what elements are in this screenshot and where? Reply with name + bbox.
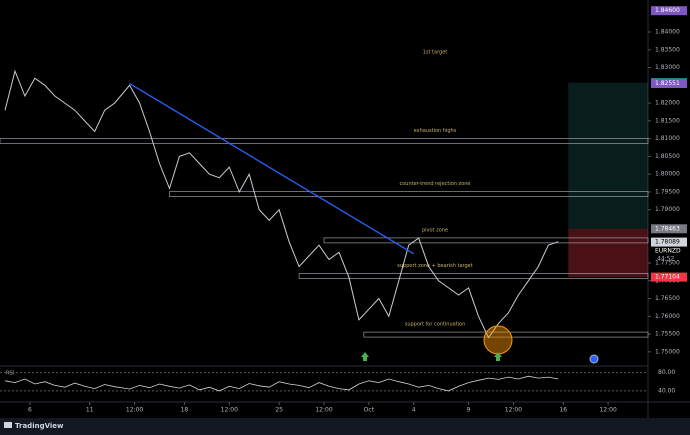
stop-zone [568,228,648,278]
trendline [129,82,415,255]
price-tag [651,237,687,247]
price-tag [651,79,687,89]
alert-icon [589,354,599,364]
x-tick-label: 12:00 [599,407,616,414]
rsi-tick-label: 80.00 [658,369,675,376]
x-tick-label: 4 [412,407,416,414]
up-arrow [361,352,369,361]
price-line [4,69,559,339]
x-tick-label: 12:00 [221,407,238,414]
highlight-circle [483,325,513,355]
zone-label: counter-trend rejection zone [400,181,471,187]
rsi-tick-label: 40.00 [658,387,675,394]
countdown: 44:52 [657,256,674,263]
zone-label: exhaustion highs [414,128,457,134]
price-tag-label: 1.84600 [655,7,680,14]
zone-box [169,191,649,198]
y-tick-label: 1.76000 [655,313,680,320]
price-tag-label: 1.78463 [655,225,680,232]
price-tag [651,6,687,16]
zone-box [363,331,649,338]
price-tag-label: 1.77104 [655,274,680,281]
footer [0,418,690,435]
y-tick-label: 1.82000 [655,100,680,107]
x-tick-label: 11 [86,407,94,414]
y-tick-label: 1.80000 [655,171,680,178]
y-tick-label: 1.81500 [655,117,680,124]
price-tag [651,224,687,234]
x-tick-label: 6 [28,407,32,414]
y-tick-label: 1.84000 [655,29,680,36]
x-tick-label: 18 [181,407,189,414]
x-tick-label: 9 [467,407,471,414]
rsi-label: RSI [6,371,14,377]
target-zone [568,82,648,229]
x-tick-label: 16 [559,407,567,414]
price-tag [651,272,687,282]
y-tick-label: 1.79500 [655,188,680,195]
rsi-line [4,375,559,392]
y-tick-label: 1.75000 [655,348,680,355]
zone-box [298,273,649,279]
y-tick-label: 1.77500 [655,260,680,267]
brand: TradingView [15,422,64,430]
zone-box [323,237,649,244]
x-tick-label: 12:00 [126,407,143,414]
zone-label: support for continuation [405,322,466,328]
x-tick-label: 25 [275,407,283,414]
y-tick-label: 1.83000 [655,64,680,71]
x-tick-label: Oct [364,407,375,414]
zone-label: support zone + bearish target [397,263,472,269]
y-tick-label: 1.76500 [655,295,680,302]
price-tag-label: 1.78089 [655,239,680,246]
price-tag-label: 1.82551 [655,80,680,87]
symbol-label: EURNZD [655,248,681,255]
brand-logo [4,422,12,428]
x-tick-label: 12:00 [315,407,332,414]
y-tick-label: 1.79000 [655,206,680,213]
y-tick-label: 1.80500 [655,153,680,160]
y-tick-label: 1.83500 [655,46,680,53]
zone-label: pivot zone [422,227,448,233]
y-tick-label: 1.75500 [655,331,680,338]
x-tick-label: 12:00 [505,407,522,414]
zone-box [0,138,649,144]
zone-label: 1st target [423,50,448,56]
y-tick-label: 1.81000 [655,135,680,142]
up-arrow [494,352,502,361]
